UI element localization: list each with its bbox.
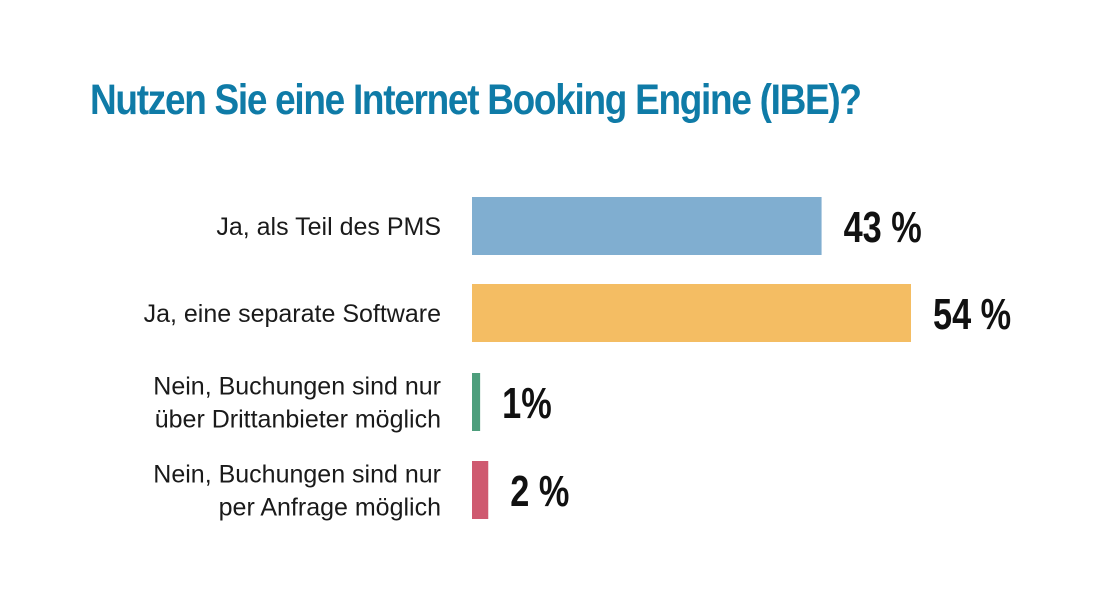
value-label-3: 1% [502,379,552,428]
category-label-4: Nein, Buchungen sind nur per Anfrage mögl… [153,461,441,522]
category-label-line: per Anfrage möglich [219,494,441,522]
category-label-line: Ja, als Teil des PMS [216,213,441,241]
value-label-1: 43 % [844,203,922,252]
category-label-2: Ja, eine separate Software [144,300,441,328]
category-label-line: Ja, eine separate Software [144,300,441,328]
value-label-2: 54 % [933,290,1011,339]
category-label-line: über Drittanbieter möglich [155,406,441,434]
category-label-1: Ja, als Teil des PMS [216,213,441,241]
bar-3 [472,373,481,431]
value-label-4: 2 % [510,467,569,516]
bar-2 [472,284,911,342]
bar-4 [472,461,489,519]
bar-1 [472,197,822,255]
category-label-line: Nein, Buchungen sind nur [153,373,441,401]
chart-title: Nutzen Sie eine Internet Booking Engine … [90,76,862,124]
category-label-line: Nein, Buchungen sind nur [153,461,441,489]
category-label-3: Nein, Buchungen sind nur über Drittanbiet… [153,373,441,434]
